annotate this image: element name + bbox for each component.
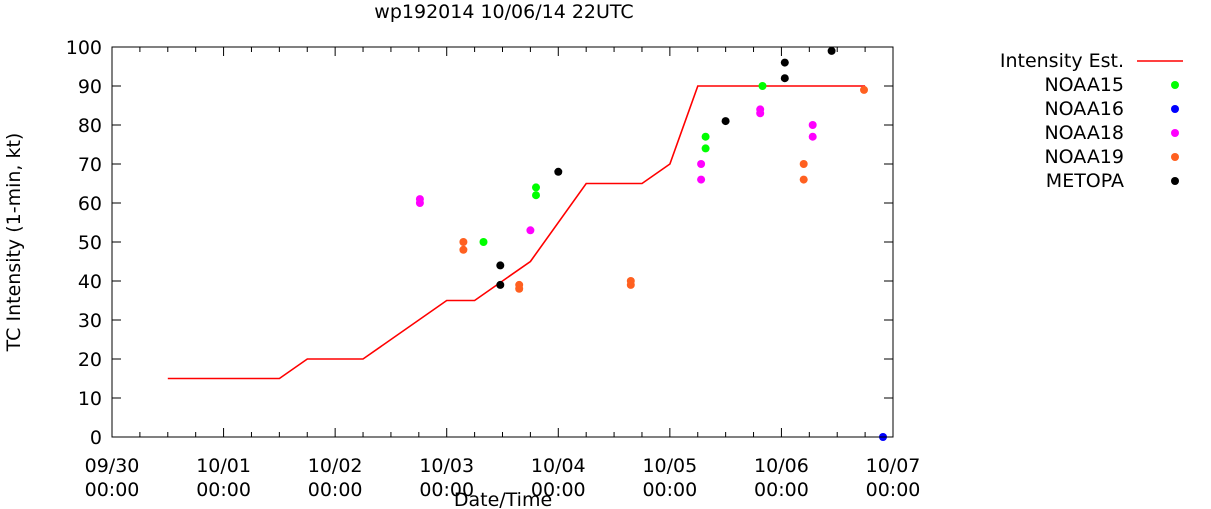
x-tick-label-date: 10/06 [754, 455, 809, 477]
series-noaa15-point [701, 144, 710, 153]
x-tick-label-date: 10/05 [642, 455, 697, 477]
series-intensity-est-line [167, 85, 866, 380]
legend-metopa-swatch [1171, 177, 1179, 185]
series-noaa15-point [532, 183, 540, 192]
legend-noaa15-label: NOAA15 [1044, 74, 1124, 96]
legend-noaa18-swatch [1171, 129, 1179, 137]
series-noaa18-point [526, 226, 535, 235]
x-tick-label-time: 00:00 [196, 479, 251, 501]
series-noaa15-point [758, 82, 767, 90]
series-metopa-point [721, 117, 730, 126]
chart-title: wp192014 10/06/14 22UTC [374, 1, 633, 23]
x-tick-label-date: 10/03 [419, 455, 474, 477]
y-tick-label: 20 [78, 349, 102, 371]
series-noaa15-point [701, 132, 710, 141]
legend-noaa19-swatch [1171, 153, 1179, 161]
plot-series [167, 46, 887, 441]
legend-noaa19-label: NOAA19 [1044, 146, 1124, 168]
y-tick-label: 30 [78, 310, 102, 332]
x-tick-label-date: 10/01 [196, 455, 251, 477]
series-noaa18-point [415, 199, 424, 207]
y-axis-title: TC Intensity (1-min, kt) [3, 133, 25, 353]
series-noaa19-point [860, 85, 868, 94]
series-noaa18-point [808, 132, 817, 141]
y-tick-label: 0 [90, 427, 102, 449]
series-metopa-point [780, 74, 789, 83]
x-tick-label-date: 10/04 [531, 455, 586, 477]
legend-noaa16-swatch [1171, 105, 1179, 113]
y-tick-label: 80 [78, 115, 102, 137]
legend-noaa18-label: NOAA18 [1044, 122, 1124, 144]
y-tick-label: 70 [78, 154, 102, 176]
y-tick-label: 40 [78, 271, 102, 293]
x-tick-label-date: 09/30 [85, 455, 140, 477]
series-metopa-point [496, 280, 505, 289]
series-noaa15-point [532, 191, 540, 200]
x-axis: 09/3000:0010/0100:0010/0200:0010/0300:00… [85, 47, 921, 501]
series-metopa-point [496, 261, 505, 270]
series-noaa18-point [697, 175, 706, 184]
series-metopa-point [827, 46, 836, 55]
series-noaa15-point [479, 238, 488, 246]
series-noaa18-point [697, 160, 706, 168]
x-tick-label-time: 00:00 [866, 479, 921, 501]
legend-intensity-est-label: Intensity Est. [1000, 50, 1124, 72]
series-metopa-point [554, 167, 563, 176]
series-noaa19-point [515, 284, 524, 293]
legend-noaa15-swatch [1171, 81, 1179, 89]
legend-metopa-label: METOPA [1046, 170, 1124, 192]
x-tick-label-time: 00:00 [85, 479, 140, 501]
x-tick-label-date: 10/07 [866, 455, 921, 477]
y-tick-label: 90 [78, 76, 102, 98]
series-noaa19-point [459, 245, 468, 254]
y-tick-label: 10 [78, 388, 102, 410]
plot-frame [111, 46, 894, 438]
y-tick-label: 100 [66, 37, 102, 59]
series-metopa-point [780, 58, 789, 67]
x-tick-label-time: 00:00 [642, 479, 697, 501]
series-noaa18-point [756, 109, 765, 118]
legend-noaa16-label: NOAA16 [1044, 98, 1124, 120]
x-tick-label-time: 00:00 [308, 479, 363, 501]
x-tick-label-date: 10/02 [308, 455, 363, 477]
x-tick-label-time: 00:00 [754, 479, 809, 501]
series-noaa19-point [799, 160, 808, 168]
series-noaa19-point [799, 175, 808, 184]
legend: Intensity Est.NOAA15NOAA16NOAA18NOAA19ME… [1000, 50, 1183, 192]
x-tick-label-time: 00:00 [531, 479, 586, 501]
series-noaa19-point [459, 238, 468, 246]
y-tick-label: 60 [78, 193, 102, 215]
series-noaa19-point [626, 280, 635, 289]
x-tick-label-time: 00:00 [419, 479, 474, 501]
series-noaa18-point [808, 121, 817, 129]
y-tick-label: 50 [78, 232, 102, 254]
x-axis-title: Date/Time [454, 489, 552, 509]
y-axis: 0 10 20 30 40 50 60 70 80 90 100 [66, 37, 893, 449]
